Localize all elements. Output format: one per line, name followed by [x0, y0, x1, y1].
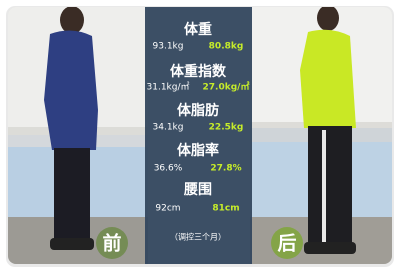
left-sweater — [44, 30, 98, 150]
stat-label: 体重指数 — [170, 63, 227, 80]
right-pants — [308, 126, 352, 244]
left-shoes — [50, 238, 94, 250]
stat-label: 体脂率 — [177, 142, 219, 159]
before-after-photo: 前 后 （调控三个月） 体重93.1kg 80.8kg 体重指数 31.1kg/㎡ 27… — [0, 0, 402, 272]
right-shoes — [304, 242, 356, 254]
stat-before: 36.6% — [154, 164, 183, 174]
stat-before: 93.1kg — [153, 42, 184, 52]
period-note: （调控三个月） — [170, 232, 226, 242]
stat-label: 体重 — [184, 21, 212, 38]
before-label: 前 — [102, 232, 121, 255]
stat-after: 27.8% — [210, 164, 241, 174]
stat-after: 80.8kg — [209, 42, 244, 52]
left-head — [60, 6, 84, 34]
stat-before: 92cm — [155, 204, 180, 214]
stat-after: 81cm — [212, 204, 239, 214]
stat-after: 27.0kg/㎡ — [203, 81, 250, 93]
photo: 前 后 （调控三个月） — [8, 5, 392, 264]
right-stripe — [322, 130, 326, 242]
left-pants — [54, 148, 90, 240]
right-head — [317, 5, 339, 31]
stat-before: 31.1kg/㎡ — [147, 82, 190, 93]
stat-before: 34.1kg — [153, 123, 184, 133]
stat-label: 腰围 — [183, 182, 212, 198]
stat-label: 体脂肪 — [177, 102, 219, 119]
after-label: 后 — [277, 233, 296, 255]
right-shirt — [300, 30, 356, 128]
stat-after: 22.5kg — [209, 123, 244, 133]
